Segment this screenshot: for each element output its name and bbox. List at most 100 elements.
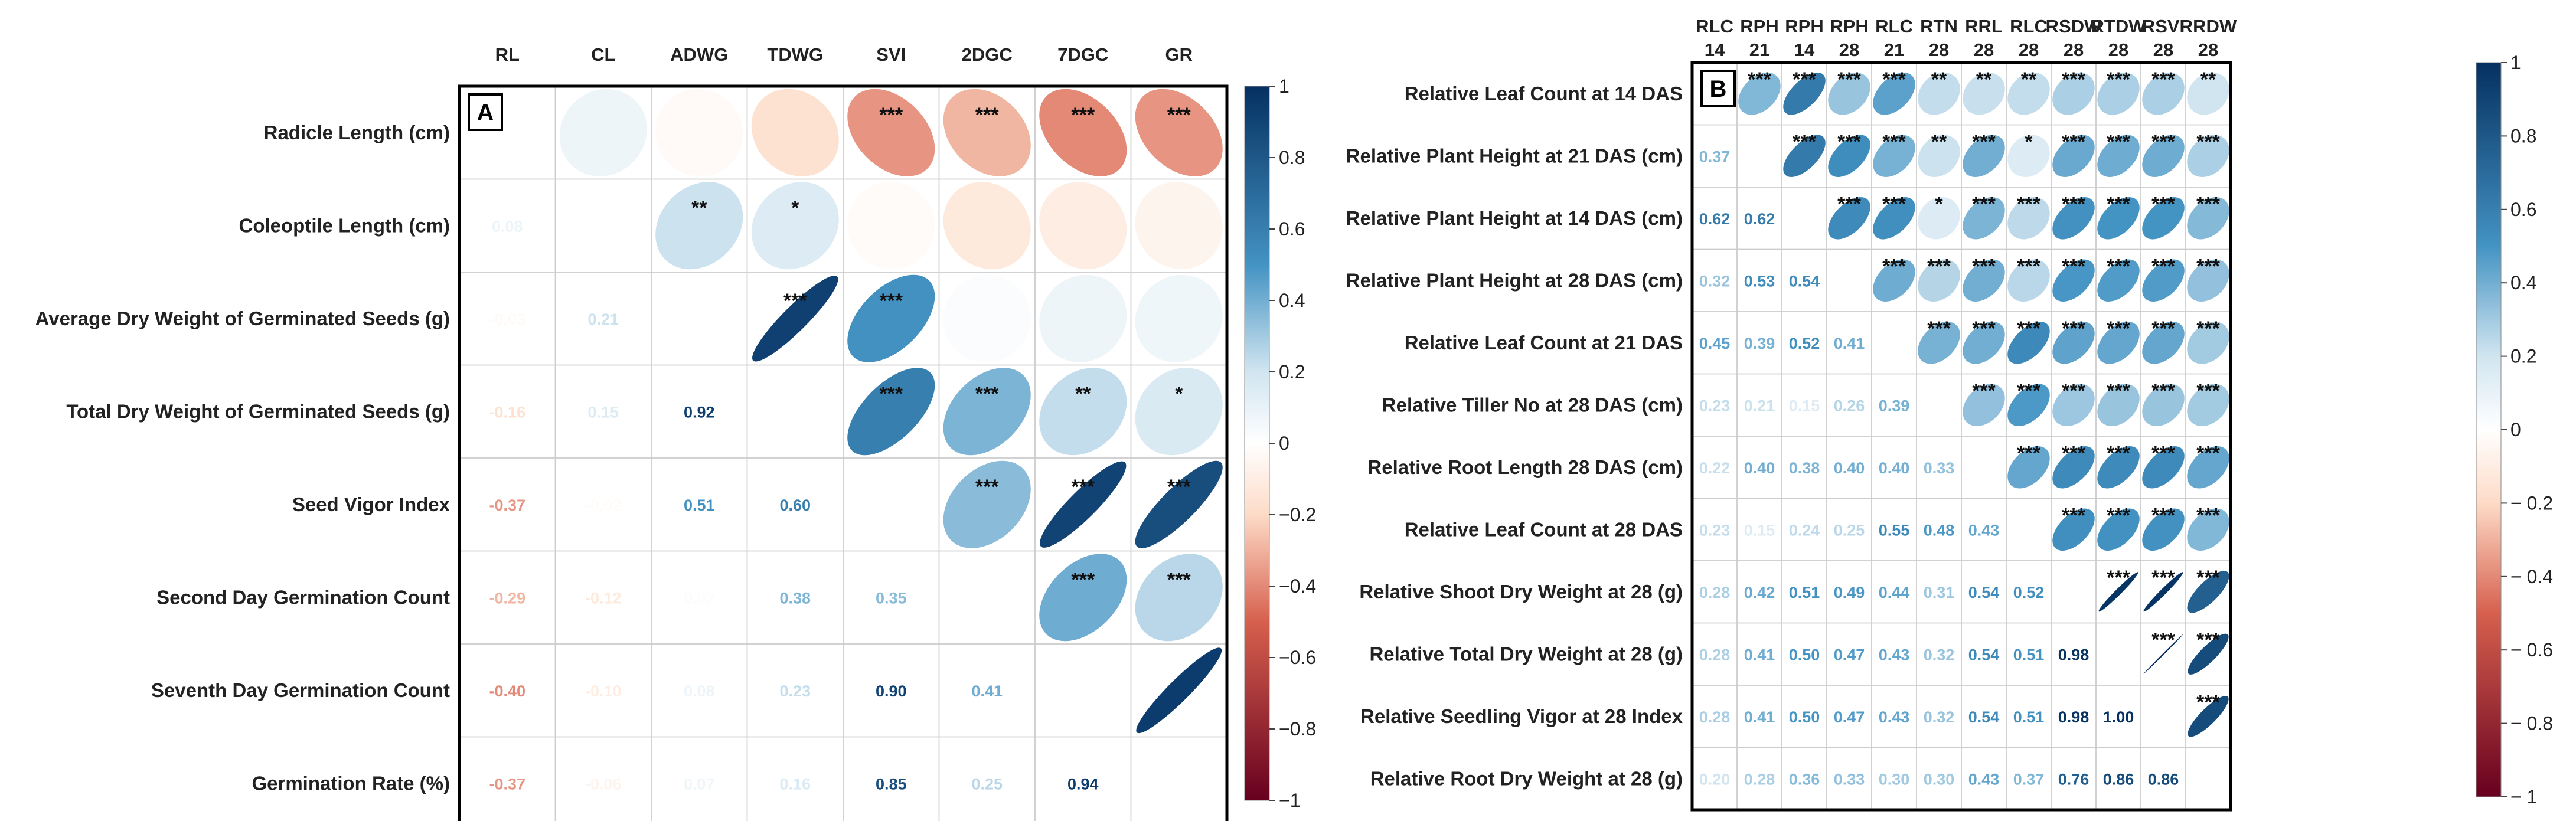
correlation-ellipse bbox=[2142, 197, 2185, 240]
colorbar bbox=[2476, 63, 2501, 797]
correlation-ellipse bbox=[1039, 554, 1127, 642]
correlation-ellipse bbox=[2097, 384, 2140, 426]
correlation-ellipse bbox=[847, 89, 935, 176]
colorbar-tick-label: − 0.4 bbox=[2510, 566, 2553, 587]
correlation-ellipse bbox=[1918, 135, 1960, 177]
significance-stars: *** bbox=[1972, 193, 1996, 215]
panel-label-box bbox=[1700, 70, 1736, 107]
correlation-value: 0.47 bbox=[1834, 646, 1865, 663]
significance-stars: *** bbox=[2151, 68, 2175, 91]
column-label: 2DGC bbox=[962, 44, 1013, 65]
row-label: Seventh Day Germination Count bbox=[151, 679, 450, 701]
correlation-value: 0.15 bbox=[1789, 397, 1820, 414]
colorbar-tick-label: 0.4 bbox=[1279, 290, 1305, 311]
significance-stars: *** bbox=[1071, 104, 1095, 126]
correlation-ellipse bbox=[1918, 197, 1960, 240]
correlation-value: 0.30 bbox=[1924, 770, 1955, 788]
correlation-ellipse bbox=[1039, 182, 1127, 270]
column-label: 28 bbox=[2064, 40, 2084, 60]
correlation-ellipse bbox=[943, 274, 1031, 362]
colorbar-tick-label: 0.8 bbox=[2510, 125, 2536, 146]
significance-stars: *** bbox=[1972, 380, 1996, 403]
significance-stars: *** bbox=[2196, 131, 2220, 153]
column-label: 28 bbox=[2198, 40, 2218, 60]
correlation-ellipse bbox=[1963, 259, 2005, 302]
correlation-ellipse bbox=[2007, 197, 2050, 240]
correlation-ellipse bbox=[847, 368, 935, 456]
significance-stars: *** bbox=[2062, 193, 2085, 215]
row-label: Second Day Germination Count bbox=[156, 586, 450, 608]
significance-stars: *** bbox=[1927, 256, 1951, 278]
colorbar-tick-label: 0.4 bbox=[2510, 272, 2536, 293]
grid-cell bbox=[2140, 685, 2186, 748]
significance-stars: *** bbox=[975, 382, 999, 405]
row-label: Relative Root Dry Weight at 28 (g) bbox=[1370, 767, 1683, 789]
correlation-value: 0.49 bbox=[1834, 584, 1865, 601]
significance-stars: ** bbox=[691, 197, 707, 219]
grid-cell bbox=[2006, 498, 2052, 561]
correlation-ellipse bbox=[1783, 135, 1826, 177]
correlation-value: 0.90 bbox=[876, 682, 907, 700]
correlation-ellipse bbox=[2097, 73, 2140, 115]
correlation-value: 0.39 bbox=[1744, 335, 1775, 352]
correlation-ellipse bbox=[2052, 197, 2095, 240]
significance-stars: *** bbox=[1882, 193, 1906, 215]
significance-stars: *** bbox=[1167, 476, 1191, 498]
correlation-ellipse bbox=[1039, 89, 1127, 176]
correlation-ellipse bbox=[2098, 572, 2138, 612]
correlation-value: 0.43 bbox=[1879, 708, 1910, 726]
significance-stars: *** bbox=[2017, 380, 2040, 403]
significance-stars: *** bbox=[2017, 256, 2040, 278]
correlation-ellipse bbox=[2142, 446, 2185, 489]
correlation-value: 0.42 bbox=[1744, 584, 1775, 601]
correlation-value: 0.43 bbox=[1879, 646, 1910, 663]
colorbar-tick-label: 1 bbox=[2510, 52, 2521, 73]
correlation-ellipse bbox=[1873, 135, 1915, 177]
colorbar-tick-label: −1 bbox=[1279, 790, 1300, 811]
significance-stars: *** bbox=[2196, 691, 2220, 714]
correlation-ellipse bbox=[1873, 197, 1915, 240]
significance-stars: *** bbox=[879, 382, 903, 405]
column-label: 28 bbox=[2153, 40, 2173, 60]
significance-stars: *** bbox=[1882, 256, 1906, 278]
correlation-value: 0.47 bbox=[1834, 708, 1865, 726]
correlation-ellipse bbox=[559, 89, 647, 176]
column-label: RLC bbox=[1875, 16, 1913, 37]
row-label: Relative Leaf Count at 28 DAS bbox=[1405, 518, 1683, 540]
correlation-value: 0.37 bbox=[2013, 770, 2045, 788]
correlation-ellipse bbox=[2188, 696, 2229, 737]
significance-stars: *** bbox=[2017, 193, 2040, 215]
correlation-ellipse bbox=[1963, 135, 2005, 177]
significance-stars: *** bbox=[1972, 131, 1996, 153]
colorbar-tick-label: 0.6 bbox=[1279, 218, 1305, 240]
correlation-value: 0.51 bbox=[684, 496, 715, 514]
colorbar-tick-label: − 0.2 bbox=[2510, 492, 2553, 513]
correlation-ellipse bbox=[2187, 384, 2229, 426]
column-label: RSVI bbox=[2142, 16, 2185, 37]
significance-stars: *** bbox=[2196, 442, 2220, 465]
correlation-value: 0.37 bbox=[1699, 148, 1731, 165]
correlation-value: 0.53 bbox=[1744, 272, 1775, 290]
significance-stars: *** bbox=[2151, 131, 2175, 153]
correlation-value: 0.52 bbox=[1789, 335, 1820, 352]
correlation-ellipse bbox=[655, 89, 743, 176]
column-label: RL bbox=[495, 44, 520, 65]
significance-stars: ** bbox=[2200, 68, 2216, 91]
correlation-value: 0.41 bbox=[1744, 646, 1775, 663]
correlation-ellipse bbox=[1873, 73, 1915, 115]
correlation-value: 0.98 bbox=[2058, 646, 2089, 663]
correlation-ellipse bbox=[2097, 322, 2140, 364]
correlation-ellipse bbox=[1738, 73, 1781, 115]
correlation-value: -0.03 bbox=[489, 310, 525, 328]
significance-stars: *** bbox=[2062, 256, 2085, 278]
significance-stars: *** bbox=[2151, 505, 2175, 527]
significance-stars: *** bbox=[1837, 68, 1861, 91]
colorbar-tick-label: 0 bbox=[2510, 419, 2521, 440]
correlation-ellipse bbox=[752, 275, 838, 362]
correlation-value: 0.85 bbox=[876, 775, 907, 793]
significance-stars: *** bbox=[2062, 505, 2085, 527]
correlation-value: 0.40 bbox=[1834, 459, 1865, 477]
correlation-ellipse bbox=[1828, 197, 1870, 240]
grid-cell bbox=[1961, 436, 2007, 499]
correlation-value: 0.54 bbox=[1968, 584, 2000, 601]
